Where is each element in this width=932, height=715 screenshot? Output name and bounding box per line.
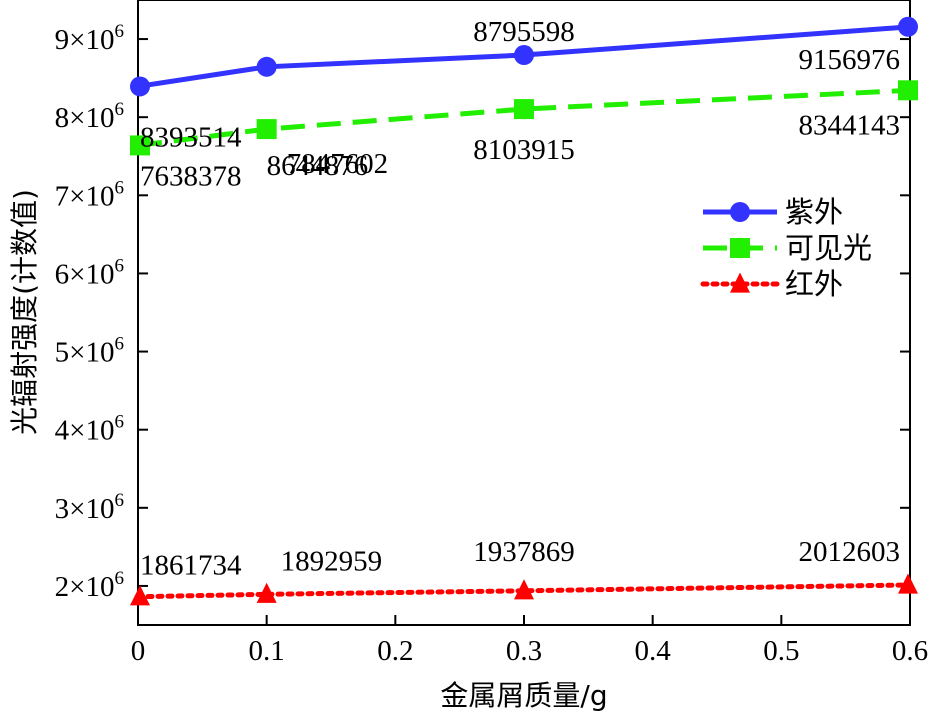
data-label-2-1: 1892959: [281, 545, 383, 577]
data-label-2-3: 2012603: [799, 536, 901, 568]
legend-marker-0: [730, 202, 750, 222]
data-point-0-3: [898, 16, 918, 37]
y-tick-label: 6×106: [55, 255, 124, 290]
legend-label-1: 可见光: [785, 232, 872, 265]
data-point-2-2: [514, 579, 534, 600]
legend-label-0: 紫外: [785, 196, 843, 229]
data-point-1-1: [256, 119, 277, 140]
x-tick-label: 0.2: [377, 635, 413, 667]
y-tick-label: 8×106: [55, 99, 124, 134]
data-label-0-3: 9156976: [799, 44, 901, 76]
y-tick-label: 2×106: [55, 568, 124, 603]
data-label-2-2: 1937869: [473, 536, 575, 568]
data-label-1-1: 7847602: [287, 148, 389, 180]
data-point-2-1: [256, 582, 277, 603]
data-point-0-0: [130, 76, 150, 97]
x-axis-ticks: 0 0.1 0.2 0.3 0.4 0.5 0.6: [131, 615, 928, 667]
series-line-2: [135, 582, 913, 600]
legend-marker-2: [730, 272, 750, 293]
x-tick-label: 0.1: [249, 635, 285, 667]
legend-marker-1: [730, 238, 750, 258]
data-point-1-2: [514, 99, 534, 120]
x-tick-label: 0.3: [506, 635, 542, 667]
series-lines: [135, 24, 913, 600]
y-tick-label: 3×106: [55, 490, 124, 525]
legend-label-2: 红外: [785, 268, 843, 301]
data-label-0-0: 8393514: [140, 121, 242, 153]
y-tick-label: 9×106: [55, 21, 124, 56]
data-point-1-0: [130, 135, 150, 156]
data-point-2-3: [898, 573, 918, 594]
data-label-1-3: 8344143: [799, 109, 901, 141]
data-point-1-3: [898, 80, 918, 101]
data-labels: 8393514 8644876 8795598 9156976 7638378 78476…: [140, 16, 900, 582]
x-tick-label: 0.4: [635, 635, 672, 667]
data-label-1-2: 8103915: [473, 134, 575, 166]
data-label-1-0: 7638378: [140, 160, 242, 192]
data-point-0-1: [256, 56, 277, 77]
y-axis-ticks: 2×106 3×106 4×106 5×106 6×106 7×106 8×106 9×106: [55, 21, 910, 603]
data-label-0-2: 8795598: [473, 16, 575, 48]
series-line-1: [137, 87, 911, 148]
data-point-2-0: [130, 585, 150, 606]
x-tick-label: 0.6: [892, 635, 928, 667]
series-markers: [130, 16, 918, 606]
series-line-0: [137, 24, 911, 89]
y-tick-label: 5×106: [55, 334, 124, 369]
x-tick-label: 0: [131, 635, 146, 667]
x-axis-title: 金属屑质量/g: [440, 679, 607, 712]
x-tick-label: 0.5: [763, 635, 799, 667]
y-axis-title: 光辐射强度(计数值): [8, 189, 41, 435]
data-label-2-0: 1861734: [140, 550, 242, 582]
y-tick-label: 7×106: [55, 177, 124, 212]
data-label-0-1: 8644876: [267, 150, 369, 182]
data-point-0-2: [514, 45, 534, 66]
y-tick-label: 4×106: [55, 412, 124, 447]
